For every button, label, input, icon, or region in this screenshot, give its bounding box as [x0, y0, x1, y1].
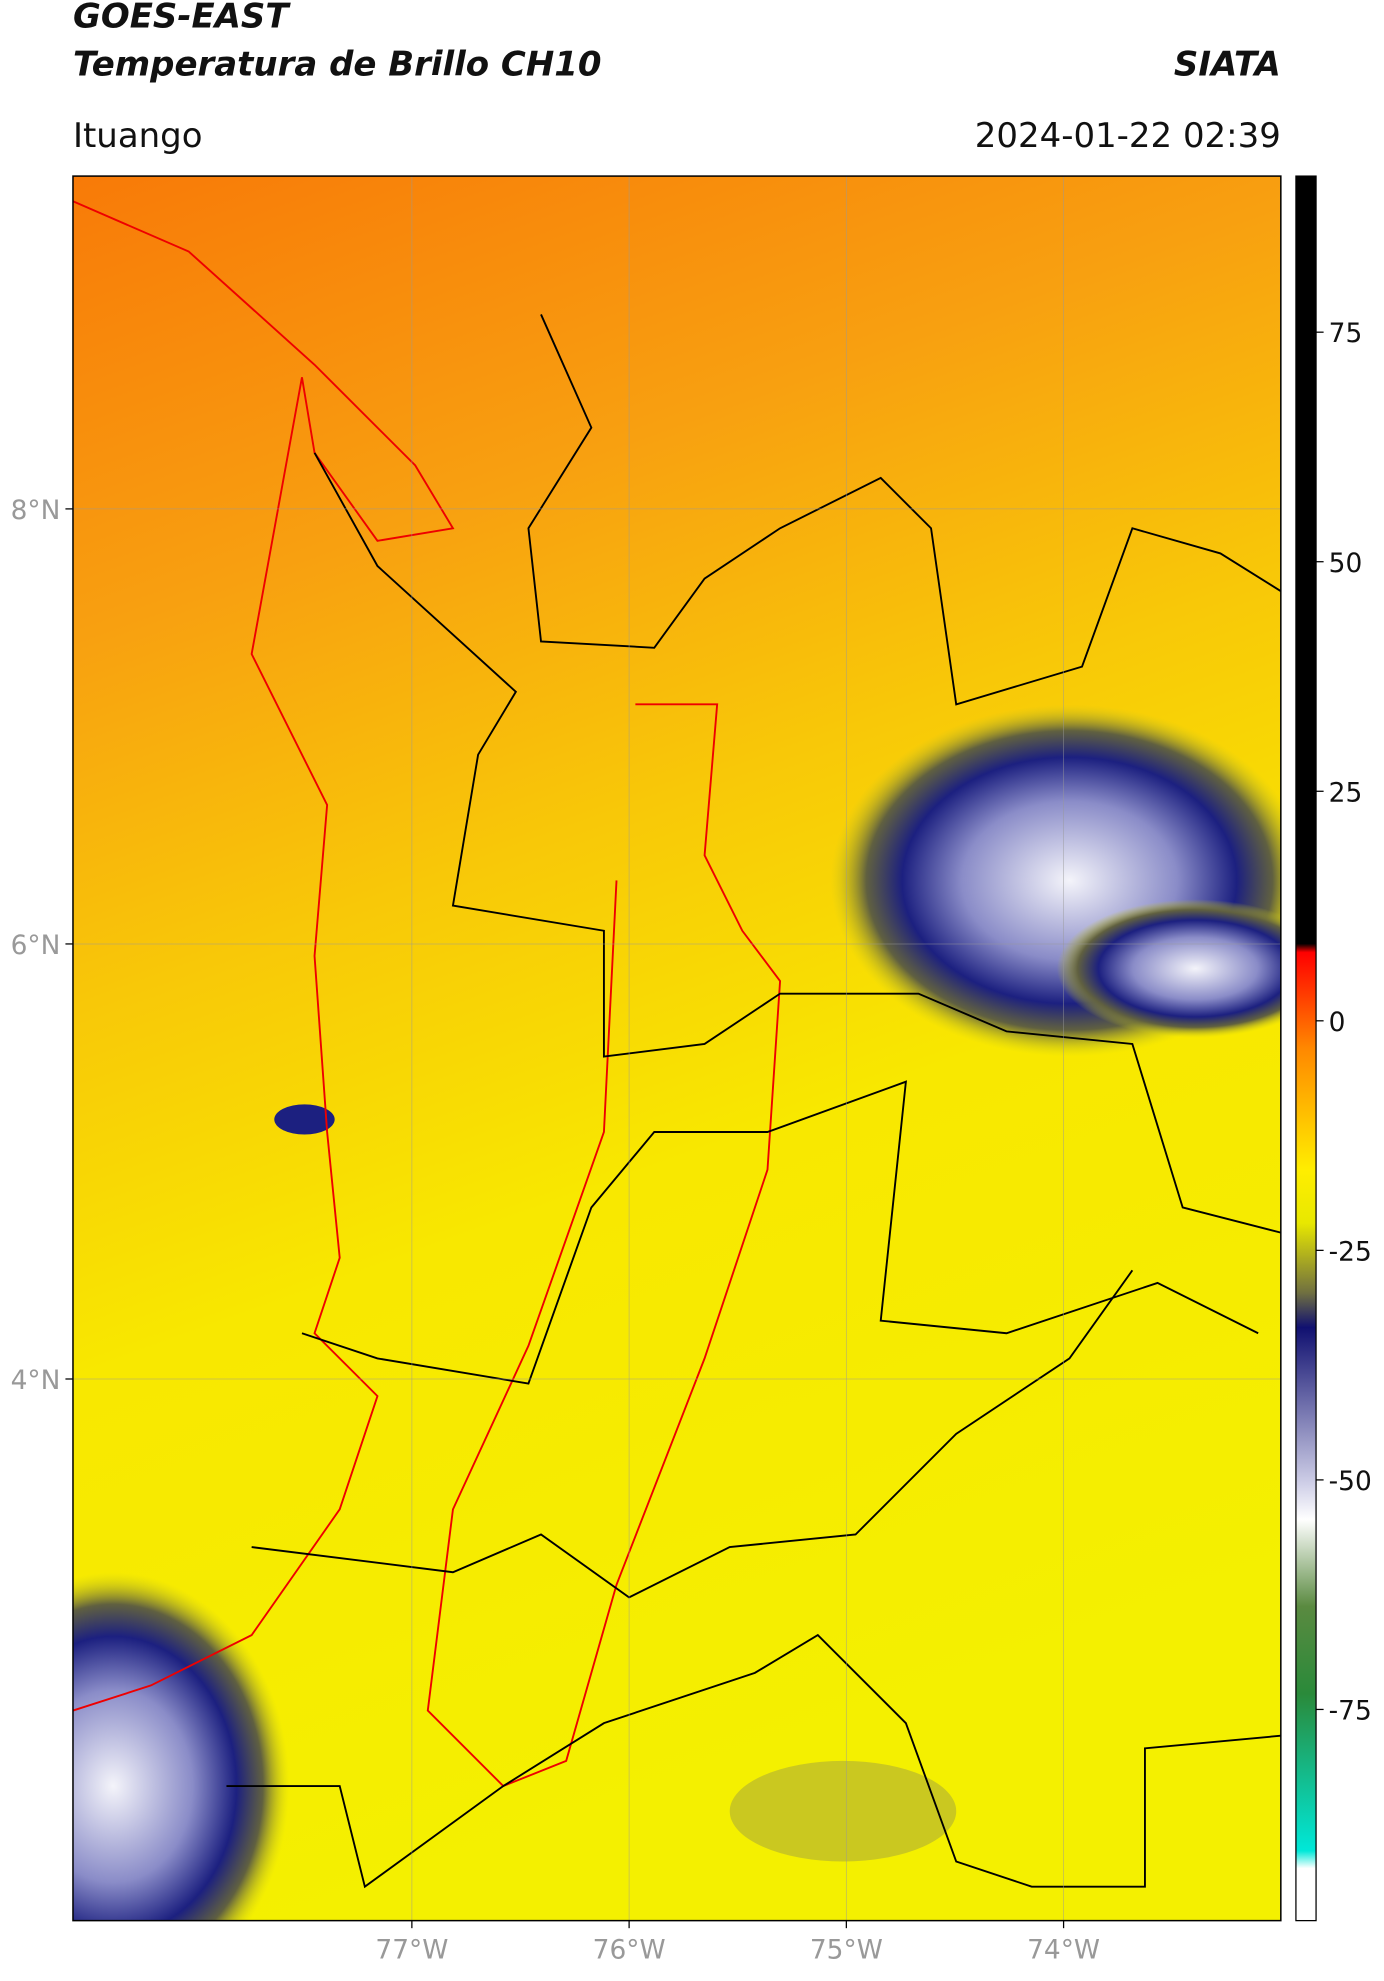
subtitle: Temperatura de Brillo CH10	[73, 44, 602, 84]
border	[226, 1633, 1281, 1889]
cloud	[1056, 899, 1281, 1038]
colorbar	[1295, 175, 1317, 1922]
cloud	[729, 1760, 957, 1862]
x-tick-label: 76°W	[593, 1934, 666, 1965]
map-frame	[72, 175, 1282, 1922]
colorbar-tick-label: -50	[1329, 1466, 1372, 1497]
border	[527, 314, 1281, 706]
y-tick-label: 6°N	[11, 930, 61, 961]
border	[251, 1269, 1134, 1599]
colorbar-tick-label: 50	[1329, 548, 1363, 579]
cloud	[274, 1104, 335, 1135]
colorbar-tick-label: -25	[1329, 1236, 1372, 1267]
source: SIATA	[1174, 44, 1281, 84]
cloud	[72, 1572, 290, 1921]
border	[313, 452, 1281, 1234]
colorbar-tick-label: 0	[1329, 1007, 1346, 1038]
x-tick-label: 77°W	[375, 1934, 448, 1965]
y-tick-label: 8°N	[11, 495, 61, 526]
map-image	[72, 176, 1281, 1921]
colorbar-tick-label: -75	[1329, 1696, 1372, 1727]
region-boundary	[426, 703, 782, 1788]
title: GOES-EAST	[73, 0, 291, 37]
x-tick-label: 74°W	[1027, 1934, 1100, 1965]
grid	[72, 176, 1281, 1921]
colorbar-tick-label: 25	[1329, 777, 1363, 808]
datetime: 2024-01-22 02:39	[975, 116, 1281, 156]
location: Ituango	[73, 116, 203, 156]
coastline	[72, 200, 455, 1712]
border	[301, 1080, 1259, 1385]
y-tick-label: 4°N	[11, 1365, 61, 1396]
colorbar-tick-label: 75	[1329, 318, 1363, 349]
x-tick-label: 75°W	[810, 1934, 883, 1965]
